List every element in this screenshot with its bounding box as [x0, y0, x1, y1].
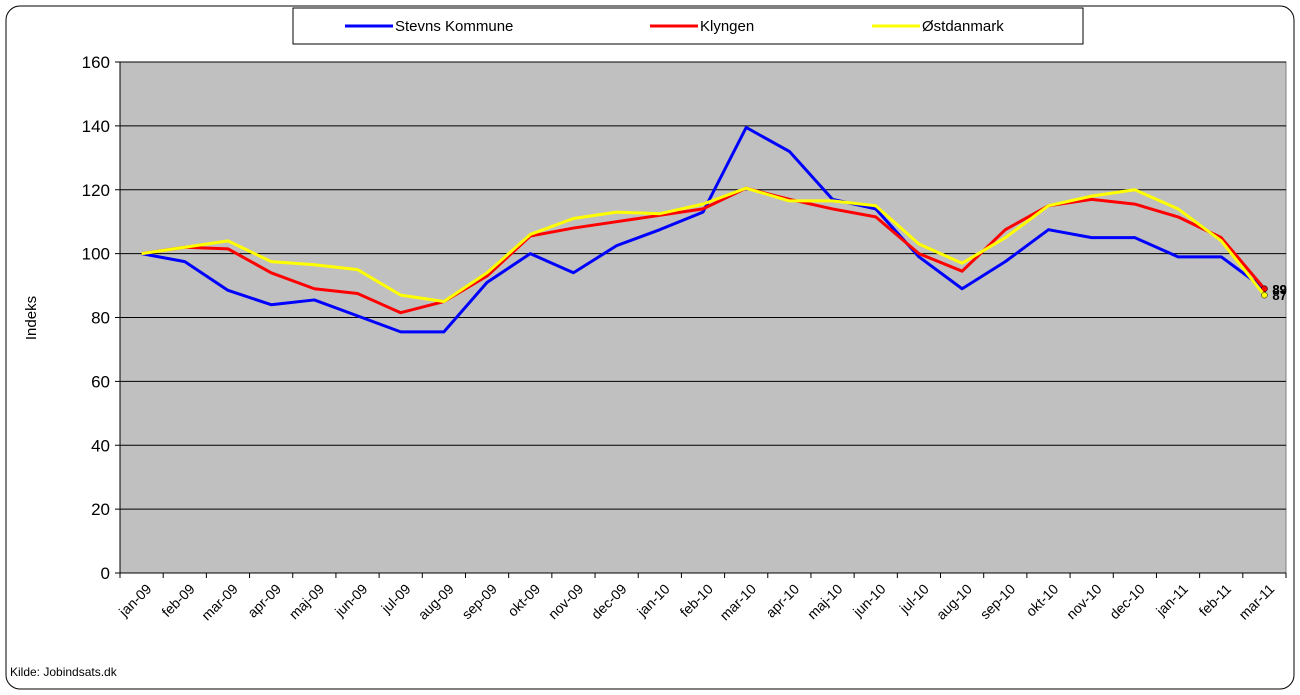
data-label: 89 — [1272, 282, 1286, 297]
y-tick-label: 0 — [101, 564, 110, 583]
y-tick-label: 40 — [91, 436, 110, 455]
y-tick-label: 160 — [82, 53, 110, 72]
source-note: Kilde: Jobindsats.dk — [10, 665, 118, 679]
legend-label: Klyngen — [700, 18, 754, 35]
y-axis-label: Indeks — [23, 296, 40, 340]
y-tick-label: 120 — [82, 181, 110, 200]
series-line — [141, 186, 1266, 304]
data-label: 89 — [1272, 282, 1286, 297]
y-tick-label: 80 — [91, 309, 110, 328]
end-point — [1261, 291, 1268, 299]
end-point — [1261, 285, 1268, 293]
y-tick-label: 60 — [91, 372, 110, 391]
y-tick-label: 20 — [91, 500, 110, 519]
series-line — [141, 125, 1266, 334]
y-tick-label: 140 — [82, 117, 110, 136]
legend-label: Stevns Kommune — [395, 18, 513, 35]
legend-label: Østdanmark — [922, 18, 1004, 35]
series-line — [141, 186, 1266, 315]
y-tick-label: 100 — [82, 245, 110, 264]
data-label: 87 — [1272, 288, 1286, 303]
